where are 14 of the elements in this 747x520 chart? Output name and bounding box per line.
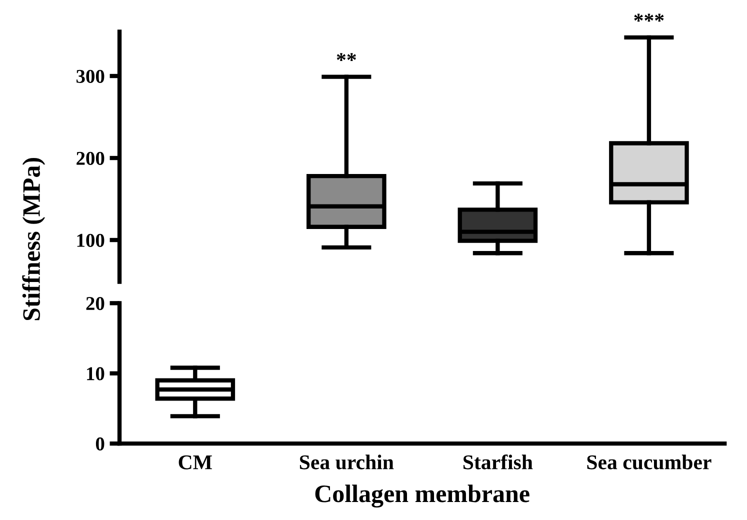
annotation: *** xyxy=(634,14,664,22)
x-axis-title: Collagen membrane xyxy=(315,484,530,508)
x-tick-label: Sea urchin xyxy=(300,454,394,470)
y-tick-label: 100 xyxy=(77,234,104,247)
x-tick-label: Starfish xyxy=(463,454,533,470)
y-tick-label: 300 xyxy=(76,70,104,83)
x-tick-label: CM xyxy=(178,455,212,470)
y-tick-label: 0 xyxy=(96,437,104,450)
x-tick-label: Sea cucumber xyxy=(587,454,712,470)
y-tick-label: 200 xyxy=(76,152,104,165)
annotation: ** xyxy=(336,53,356,61)
y-tick-label: 20 xyxy=(86,296,104,310)
y-tick-label: 10 xyxy=(87,367,104,380)
y-axis-title: Stiffness (MPa) xyxy=(22,158,46,320)
